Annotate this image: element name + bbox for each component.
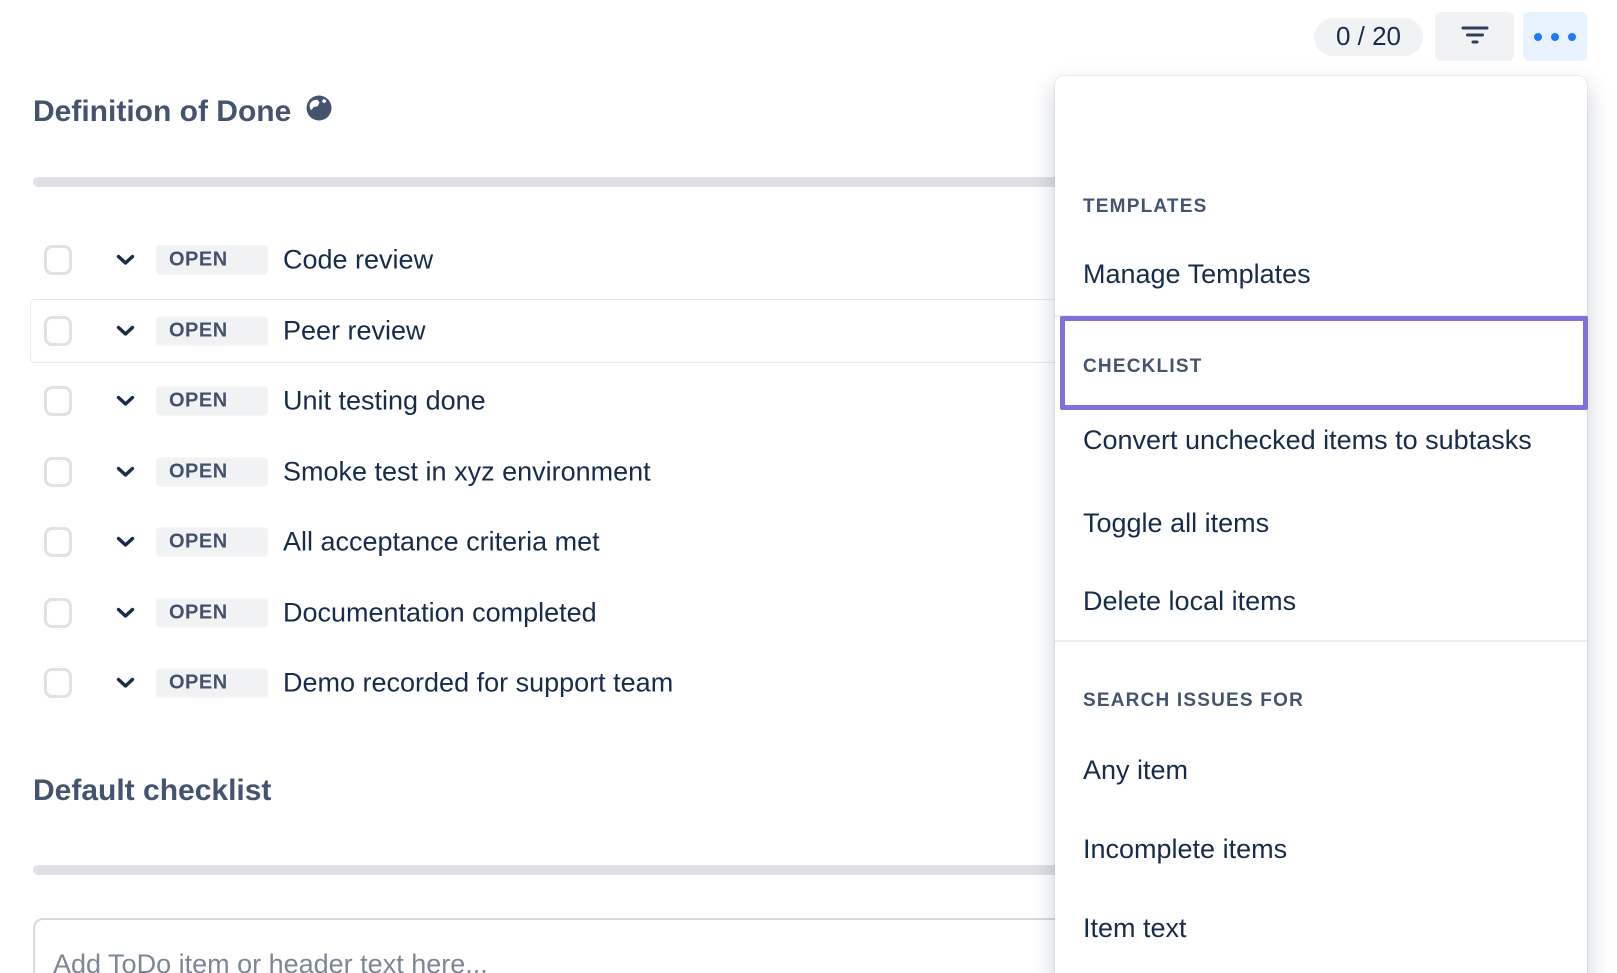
filter-icon [1460, 24, 1490, 49]
menu-item-any-item[interactable]: Any item [1083, 754, 1189, 785]
chevron-down-icon[interactable] [116, 535, 136, 549]
item-checkbox[interactable] [44, 668, 72, 699]
menu-item-convert-unchecked-to-subtasks[interactable]: Convert unchecked items to subtasks [1083, 424, 1532, 455]
checklist-title-text: Definition of Done [33, 95, 292, 128]
chevron-down-icon[interactable] [116, 324, 136, 338]
menu-item-manage-templates[interactable]: Manage Templates [1083, 258, 1311, 289]
ellipsis-icon [1534, 32, 1576, 41]
status-badge[interactable]: OPEN [156, 457, 268, 487]
globe-icon [304, 93, 334, 131]
item-label[interactable]: Unit testing done [283, 385, 486, 416]
menu-divider [1055, 640, 1587, 642]
chevron-down-icon[interactable] [116, 394, 136, 408]
checklist-row: OPEN Demo recorded for support team [0, 648, 1617, 719]
checklist-row: OPEN Code review [0, 225, 1617, 296]
menu-section-checklist: CHECKLIST [1083, 356, 1203, 377]
filter-button[interactable] [1435, 12, 1514, 61]
status-badge[interactable]: OPEN [156, 245, 268, 275]
chevron-down-icon[interactable] [116, 606, 136, 620]
menu-item-item-text[interactable]: Item text [1083, 912, 1187, 943]
item-label[interactable]: Documentation completed [283, 597, 597, 628]
status-badge[interactable]: OPEN [156, 316, 268, 346]
item-checkbox[interactable] [44, 456, 72, 487]
chevron-down-icon[interactable] [116, 253, 136, 267]
more-options-button[interactable] [1523, 12, 1587, 61]
checklist-row: OPEN Smoke test in xyz environment [0, 437, 1617, 508]
menu-divider [1055, 315, 1587, 317]
progress-bar [33, 865, 1540, 875]
checked-counter: 0 / 20 [1313, 17, 1423, 56]
menu-section-search-issues-for: SEARCH ISSUES FOR [1083, 690, 1304, 711]
more-options-menu: TEMPLATES Manage Templates CHECKLIST Con… [1055, 76, 1588, 973]
menu-item-delete-local-items[interactable]: Delete local items [1083, 585, 1297, 616]
item-label[interactable]: Code review [283, 244, 434, 275]
item-label[interactable]: Demo recorded for support team [283, 667, 674, 698]
checklist-row: OPEN Unit testing done [0, 366, 1617, 437]
status-badge[interactable]: OPEN [156, 386, 268, 416]
status-badge[interactable]: OPEN [156, 598, 268, 628]
menu-section-templates: TEMPLATES [1083, 196, 1208, 217]
default-checklist-title: Default checklist [33, 774, 272, 807]
item-checkbox[interactable] [44, 245, 72, 276]
checklist-row: OPEN All acceptance criteria met [0, 507, 1617, 578]
status-badge[interactable]: OPEN [156, 668, 268, 698]
checklist-title: Definition of Done [33, 93, 334, 131]
item-label[interactable]: Peer review [283, 315, 426, 346]
status-badge[interactable]: OPEN [156, 527, 268, 557]
menu-item-incomplete-items[interactable]: Incomplete items [1083, 833, 1288, 864]
checklist-row: OPEN Documentation completed [0, 578, 1617, 649]
toolbar: 0 / 20 [1313, 12, 1587, 61]
menu-item-toggle-all-items[interactable]: Toggle all items [1083, 507, 1270, 538]
item-checkbox[interactable] [44, 315, 72, 346]
item-label[interactable]: All acceptance criteria met [283, 526, 600, 557]
item-checkbox[interactable] [44, 386, 72, 417]
chevron-down-icon[interactable] [116, 465, 136, 479]
chevron-down-icon[interactable] [116, 676, 136, 690]
item-checkbox[interactable] [44, 527, 72, 558]
item-label[interactable]: Smoke test in xyz environment [283, 456, 651, 487]
checked-counter-value: 0 / 20 [1335, 21, 1401, 51]
item-checkbox[interactable] [44, 597, 72, 628]
progress-bar [33, 177, 1540, 187]
